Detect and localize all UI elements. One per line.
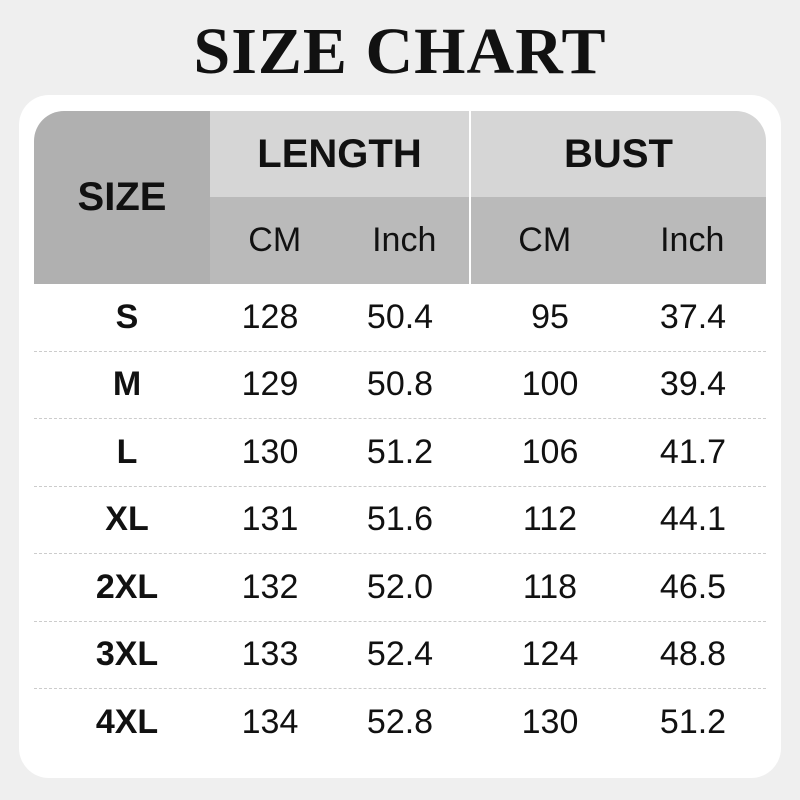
length-inch-cell: 52.4 bbox=[366, 635, 434, 674]
length-inch-cell: 52.8 bbox=[366, 702, 434, 741]
bust-cm-cell: 118 bbox=[522, 567, 578, 606]
length-cm-cell: 130 bbox=[241, 432, 299, 471]
bust-inch-cell: 44.1 bbox=[659, 500, 727, 539]
bust-inch-cell: 51.2 bbox=[659, 702, 727, 741]
bust-cm-cell: 100 bbox=[521, 365, 579, 404]
bust-cm-header: CM bbox=[518, 221, 572, 259]
length-cm-cell: 132 bbox=[241, 567, 299, 606]
table-header: SIZE LENGTH BUST CM Inch CM Inch bbox=[34, 111, 766, 284]
bust-cm-cell: 130 bbox=[521, 702, 579, 741]
table-row: 3XL 133 52.4 124 48.8 bbox=[34, 622, 766, 689]
bust-header: BUST bbox=[471, 111, 766, 197]
length-cm-header: CM bbox=[248, 221, 302, 259]
bust-inch-cell: 46.5 bbox=[659, 567, 727, 606]
table-row: 2XL 132 52.0 118 46.5 bbox=[34, 554, 766, 622]
bust-subheader: CM Inch bbox=[471, 197, 766, 284]
length-inch-cell: 50.8 bbox=[366, 365, 434, 404]
size-cell: 3XL bbox=[95, 635, 159, 674]
length-cm-cell: 131 bbox=[241, 500, 299, 539]
bust-cm-cell: 95 bbox=[531, 297, 569, 336]
length-header: LENGTH bbox=[210, 111, 469, 197]
table-body: S 128 50.4 95 37.4 M 129 50.8 100 39.4 L 130 51.2 106… bbox=[34, 284, 766, 756]
bust-inch-cell: 41.7 bbox=[659, 432, 727, 471]
bust-cm-cell: 124 bbox=[521, 635, 579, 674]
size-cell: L bbox=[116, 432, 138, 471]
bust-cm-cell: 106 bbox=[521, 432, 579, 471]
length-cm-cell: 129 bbox=[241, 365, 299, 404]
length-cm-cell: 133 bbox=[241, 635, 299, 674]
length-inch-cell: 51.2 bbox=[366, 432, 434, 471]
size-cell: M bbox=[112, 365, 142, 404]
size-cell: 4XL bbox=[95, 702, 159, 741]
size-cell: XL bbox=[105, 500, 149, 539]
bust-inch-cell: 48.8 bbox=[659, 635, 727, 674]
size-cell: 2XL bbox=[95, 567, 159, 606]
table-row: 4XL 134 52.8 130 51.2 bbox=[34, 689, 766, 756]
table-row: L 130 51.2 106 41.7 bbox=[34, 419, 766, 487]
size-header: SIZE bbox=[34, 111, 210, 284]
length-inch-header: Inch bbox=[372, 221, 437, 259]
bust-cm-cell: 112 bbox=[522, 500, 578, 539]
bust-inch-cell: 37.4 bbox=[659, 297, 727, 336]
length-cm-cell: 128 bbox=[241, 297, 299, 336]
table-row: M 129 50.8 100 39.4 bbox=[34, 352, 766, 419]
length-subheader: CM Inch bbox=[210, 197, 469, 284]
length-inch-cell: 51.6 bbox=[366, 500, 434, 539]
size-cell: S bbox=[115, 297, 139, 336]
length-cm-cell: 134 bbox=[241, 702, 299, 741]
length-inch-cell: 52.0 bbox=[366, 567, 434, 606]
table-row: S 128 50.4 95 37.4 bbox=[34, 284, 766, 352]
bust-inch-header: Inch bbox=[660, 221, 725, 259]
page-title: SIZE CHART bbox=[193, 15, 607, 88]
length-inch-cell: 50.4 bbox=[366, 297, 434, 336]
bust-inch-cell: 39.4 bbox=[659, 365, 727, 404]
table-row: XL 131 51.6 112 44.1 bbox=[34, 487, 766, 554]
